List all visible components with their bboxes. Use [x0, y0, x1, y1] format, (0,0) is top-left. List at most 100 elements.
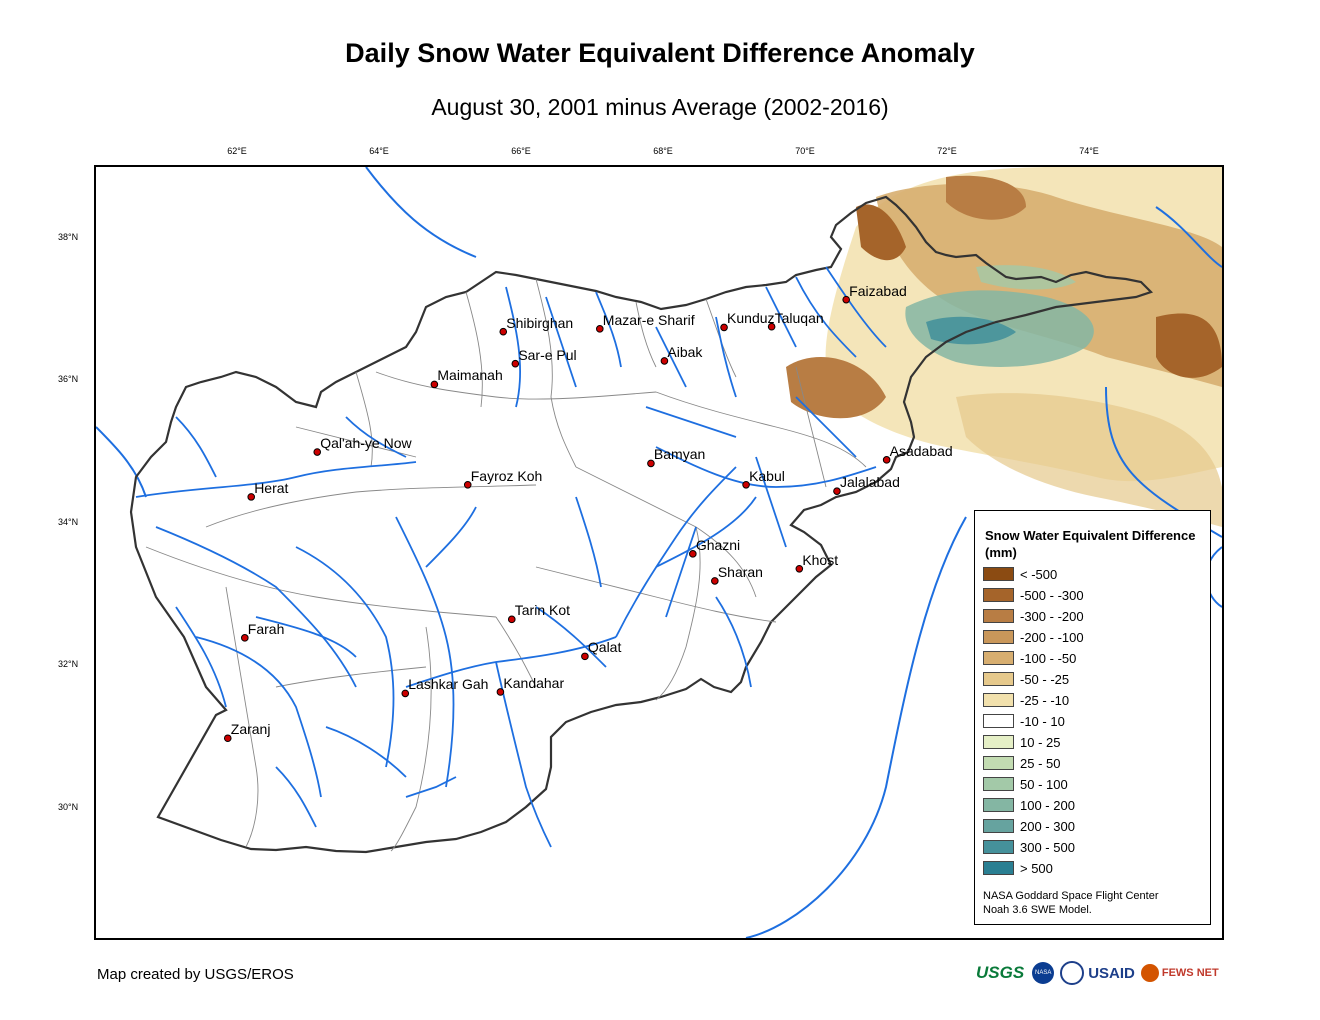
legend-swatch [983, 588, 1014, 602]
city-label: Khost [802, 551, 839, 568]
raster-zone-dark [946, 175, 1026, 220]
legend-label: 50 - 100 [1020, 776, 1068, 792]
city-label: Fayroz Koh [470, 467, 543, 484]
city-marker [241, 634, 249, 642]
legend-item: -500 - -300 [983, 586, 1084, 604]
province-boundary [655, 526, 701, 701]
river [535, 606, 607, 668]
legend-label: 25 - 50 [1020, 755, 1061, 771]
river [765, 286, 797, 348]
city-label: Shibirghan [506, 314, 574, 331]
legend-label: -10 - 10 [1020, 713, 1065, 729]
legend-item: > 500 [983, 859, 1053, 877]
city-marker [499, 327, 508, 336]
legend-item: 25 - 50 [983, 754, 1060, 772]
legend-item: 200 - 300 [983, 817, 1075, 835]
legend-label: -500 - -300 [1020, 587, 1084, 603]
longitude-tick-label: 62°E [227, 146, 247, 156]
river [615, 466, 737, 638]
city-label: Zaranj [230, 721, 271, 738]
river [195, 636, 322, 798]
map-canvas [96, 167, 1222, 938]
legend-swatch [983, 840, 1014, 854]
legend-label: 100 - 200 [1020, 797, 1075, 813]
legend: Snow Water Equivalent Difference (mm) < … [974, 510, 1211, 925]
river [575, 496, 602, 588]
city-label: Asadabad [889, 442, 953, 459]
city-marker [430, 380, 439, 389]
legend-swatch [983, 798, 1014, 812]
river [745, 516, 967, 938]
city-marker [247, 493, 255, 501]
legend-item: -25 - -10 [983, 691, 1069, 709]
river [1155, 206, 1222, 268]
city-label: Sharan [717, 563, 763, 580]
afghanistan-border [129, 195, 1154, 854]
legend-label: -25 - -10 [1020, 692, 1070, 708]
city-marker [833, 487, 841, 495]
legend-label: 200 - 300 [1020, 818, 1075, 834]
legend-item: 10 - 25 [983, 733, 1060, 751]
river [755, 456, 787, 548]
latitude-tick-label: 38°N [58, 232, 79, 242]
city-marker [720, 323, 728, 332]
city-label: Tarin Kot [514, 602, 571, 619]
legend-swatch [983, 567, 1014, 581]
legend-item: 300 - 500 [983, 838, 1075, 856]
city-label: Qalat [587, 639, 622, 656]
legend-label: 300 - 500 [1020, 839, 1075, 855]
raster-zone-dark [786, 357, 886, 419]
province-boundary [225, 586, 259, 848]
river [595, 291, 622, 368]
river [405, 776, 457, 798]
legend-label: 10 - 25 [1020, 734, 1061, 750]
latitude-tick-label: 32°N [58, 659, 79, 670]
river [96, 426, 147, 498]
city-marker [401, 689, 410, 698]
province-boundary [275, 666, 427, 688]
nasa-logo: NASA [1032, 962, 1055, 984]
city-label: Faizabad [849, 282, 907, 299]
city-marker [496, 688, 505, 696]
longitude-tick-label: 74°E [1079, 146, 1099, 156]
city-marker [711, 577, 719, 585]
city-label: Ghazni [695, 536, 741, 553]
legend-swatch [983, 861, 1014, 875]
city-label: Jalalabad [839, 474, 900, 491]
legend-swatch [983, 672, 1014, 686]
legend-label: < -500 [1020, 566, 1058, 582]
legend-swatch [983, 651, 1014, 665]
legend-title: Snow Water Equivalent Difference (mm) [985, 528, 1196, 560]
seal-icon [1060, 961, 1085, 985]
river [175, 606, 227, 708]
river [655, 326, 687, 388]
legend-item: -10 - 10 [983, 712, 1065, 730]
raster-zone-dark [856, 204, 906, 261]
city-marker [767, 322, 776, 331]
province-boundary [495, 616, 537, 688]
legend-label: -300 - -200 [1020, 608, 1084, 624]
legend-swatch [983, 609, 1014, 623]
city-marker [647, 459, 655, 468]
city-label: Farah [247, 620, 285, 637]
legend-label: -50 - -25 [1020, 671, 1070, 687]
nasa-logo-text: NASA [1035, 970, 1052, 976]
city-marker [463, 480, 472, 489]
province-boundary [295, 426, 417, 458]
river [155, 526, 357, 688]
river [395, 516, 455, 788]
river [795, 276, 857, 358]
province-boundary [390, 626, 432, 852]
province-boundary [465, 291, 483, 408]
river [665, 526, 697, 618]
fewsnet-logo: FEWS NET [1161, 967, 1219, 979]
city-marker [511, 359, 520, 368]
legend-credit: NASA Goddard Space Flight Center Noah 3.… [983, 889, 1208, 917]
city-label: Bamyan [653, 446, 706, 463]
province-boundary [575, 466, 757, 598]
longitude-tick-label: 66°E [511, 146, 531, 156]
fewsnet-icon [1140, 964, 1159, 982]
province-boundary [145, 546, 497, 618]
city-marker [842, 295, 850, 304]
river [425, 506, 477, 568]
